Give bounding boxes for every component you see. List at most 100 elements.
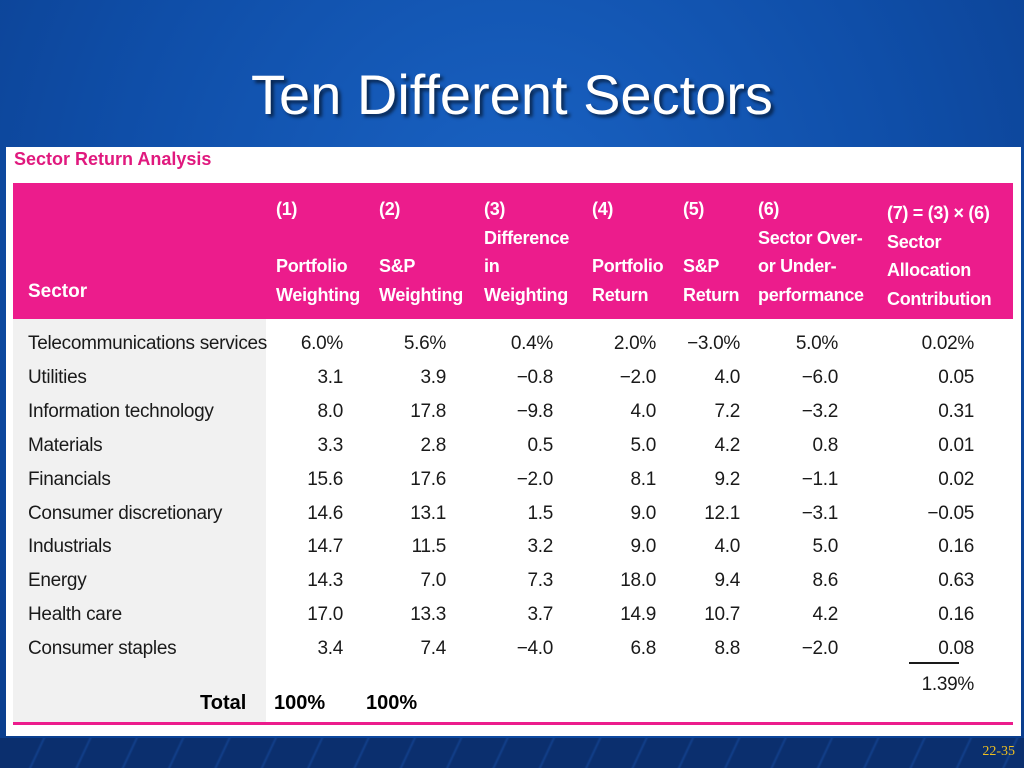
- total-label: Total: [200, 692, 247, 714]
- difference-cell: 7.3: [527, 570, 553, 591]
- sector-name: Materials: [28, 435, 103, 456]
- sector-name: Information technology: [28, 401, 214, 422]
- performance-cell: −1.1: [801, 469, 839, 490]
- sector-name: Consumer staples: [28, 638, 177, 659]
- sector-name: Energy: [28, 570, 87, 591]
- sector-name: Industrials: [28, 536, 112, 557]
- table-row: Health care 17.0 13.3 3.7 14.9 10.7 4.2 …: [6, 604, 1021, 638]
- sector-return-table: Sector Return Analysis Sector (1) Portfo…: [6, 147, 1021, 736]
- portfolio-weighting-cell: 8.0: [317, 401, 343, 422]
- table-row: Industrials 14.7 11.5 3.2 9.0 4.0 5.0 0.…: [6, 536, 1021, 570]
- sp-return-cell: 4.0: [714, 536, 740, 557]
- column-header-5: (5) S&P Return: [683, 199, 740, 305]
- performance-cell: −3.2: [801, 401, 839, 422]
- sp-weighting-cell: 13.3: [410, 604, 446, 625]
- portfolio-return-cell: 9.0: [630, 503, 656, 524]
- portfolio-weighting-cell: 15.6: [307, 469, 343, 490]
- difference-cell: 1.5: [527, 503, 553, 524]
- table-row: Energy 14.3 7.0 7.3 18.0 9.4 8.6 0.63: [6, 570, 1021, 604]
- column-header-3: (3) Difference in Weighting: [484, 199, 570, 305]
- table-row: Consumer staples 3.4 7.4 −4.0 6.8 8.8 −2…: [6, 638, 1021, 672]
- contribution-cell: 0.16: [938, 536, 974, 557]
- total-contribution: 1.39%: [921, 674, 975, 695]
- sp-return-cell: 10.7: [704, 604, 740, 625]
- contribution-cell: −0.05: [927, 503, 974, 524]
- sector-column-shading: [13, 319, 266, 723]
- table-row: Financials 15.6 17.6 −2.0 8.1 9.2 −1.1 0…: [6, 469, 1021, 503]
- portfolio-return-cell: 6.8: [630, 638, 656, 659]
- column-header-2: (2) S&P Weighting: [379, 199, 463, 305]
- sp-return-cell: 12.1: [704, 503, 740, 524]
- contribution-cell: 0.02%: [921, 333, 975, 354]
- performance-cell: 4.2: [812, 604, 838, 625]
- sp-return-cell: 9.2: [714, 469, 740, 490]
- sector-name: Health care: [28, 604, 122, 625]
- performance-cell: −3.1: [801, 503, 839, 524]
- portfolio-return-cell: 2.0%: [613, 333, 656, 354]
- contribution-cell: 0.02: [938, 469, 974, 490]
- table-row: Telecommunications services 6.0% 5.6% 0.…: [6, 333, 1021, 367]
- performance-cell: 0.8: [812, 435, 838, 456]
- sector-name: Consumer discretionary: [28, 503, 223, 524]
- sp-return-cell: 8.8: [714, 638, 740, 659]
- slide-title: Ten Different Sectors: [251, 63, 773, 126]
- portfolio-return-cell: −2.0: [619, 367, 657, 388]
- contribution-cell: 0.63: [938, 570, 974, 591]
- total-portfolio-weighting: 100%: [274, 692, 326, 714]
- table-row: Utilities 3.1 3.9 −0.8 −2.0 4.0 −6.0 0.0…: [6, 367, 1021, 401]
- difference-cell: −4.0: [516, 638, 554, 659]
- column-header-7: (7) = (3) × (6) Sector Allocation Contri…: [887, 203, 992, 309]
- portfolio-weighting-cell: 14.6: [307, 503, 343, 524]
- column-header-1: (1) Portfolio Weighting: [276, 199, 360, 305]
- portfolio-return-cell: 5.0: [630, 435, 656, 456]
- column-header-6: (6) Sector Over- or Under- performance: [758, 199, 864, 305]
- sp-weighting-cell: 13.1: [410, 503, 446, 524]
- table-bottom-rule: [13, 722, 1013, 725]
- slide-footer-band: [0, 738, 1024, 768]
- sector-column-header: Sector: [28, 281, 88, 302]
- portfolio-return-cell: 14.9: [620, 604, 656, 625]
- sp-weighting-cell: 5.6%: [403, 333, 446, 354]
- difference-cell: −0.8: [516, 367, 554, 388]
- table-row: Materials 3.3 2.8 0.5 5.0 4.2 0.8 0.01: [6, 435, 1021, 469]
- difference-cell: 0.5: [527, 435, 553, 456]
- sp-weighting-cell: 7.4: [420, 638, 446, 659]
- portfolio-weighting-cell: 3.3: [317, 435, 343, 456]
- difference-cell: −9.8: [516, 401, 554, 422]
- performance-cell: 8.6: [812, 570, 838, 591]
- contribution-cell: 0.01: [938, 435, 974, 456]
- table-row: Information technology 8.0 17.8 −9.8 4.0…: [6, 401, 1021, 435]
- table-header-band: [13, 183, 1013, 319]
- column-header-4: (4) Portfolio Return: [592, 199, 664, 305]
- sp-return-cell: 4.2: [714, 435, 740, 456]
- portfolio-return-cell: 9.0: [630, 536, 656, 557]
- sp-weighting-cell: 17.8: [410, 401, 446, 422]
- table-row: Consumer discretionary 14.6 13.1 1.5 9.0…: [6, 503, 1021, 537]
- portfolio-return-cell: 18.0: [620, 570, 656, 591]
- sp-return-cell: −3.0%: [687, 333, 740, 354]
- performance-cell: 5.0: [812, 536, 838, 557]
- portfolio-return-cell: 4.0: [630, 401, 656, 422]
- portfolio-weighting-cell: 3.1: [317, 367, 343, 388]
- contribution-cell: 0.08: [938, 638, 974, 659]
- portfolio-weighting-cell: 17.0: [307, 604, 343, 625]
- difference-cell: 0.4%: [510, 333, 553, 354]
- difference-cell: −2.0: [516, 469, 554, 490]
- contribution-cell: 0.16: [938, 604, 974, 625]
- portfolio-weighting-cell: 3.4: [317, 638, 343, 659]
- sp-return-cell: 9.4: [714, 570, 740, 591]
- sp-weighting-cell: 17.6: [410, 469, 446, 490]
- contribution-cell: 0.05: [938, 367, 974, 388]
- sp-weighting-cell: 7.0: [420, 570, 446, 591]
- sector-name: Utilities: [28, 367, 87, 388]
- difference-cell: 3.7: [527, 604, 553, 625]
- sum-underline: [909, 662, 959, 664]
- sector-name: Financials: [28, 469, 111, 490]
- portfolio-return-cell: 8.1: [630, 469, 656, 490]
- portfolio-weighting-cell: 14.7: [307, 536, 343, 557]
- performance-cell: −6.0: [801, 367, 839, 388]
- sector-name: Telecommunications services: [28, 333, 267, 354]
- sp-return-cell: 4.0: [714, 367, 740, 388]
- portfolio-weighting-cell: 14.3: [307, 570, 343, 591]
- difference-cell: 3.2: [527, 536, 553, 557]
